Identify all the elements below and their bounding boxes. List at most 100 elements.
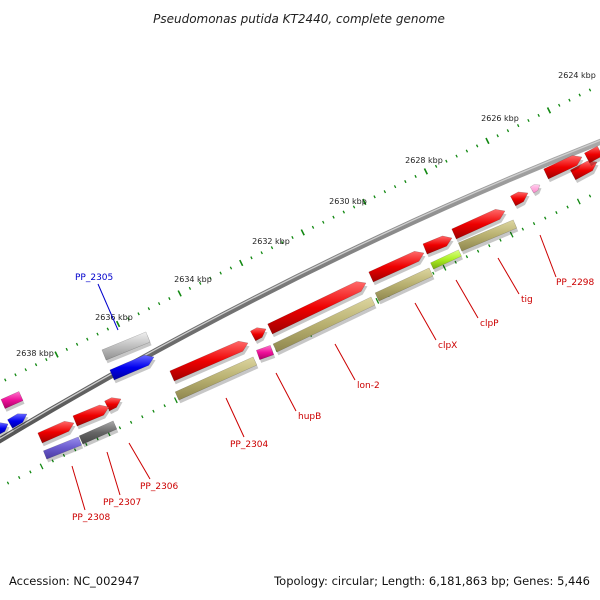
gene-feature-PP_2308[interactable] [37, 420, 76, 447]
tick-mark [566, 205, 569, 209]
label-leader-line [275, 372, 297, 412]
tick-mark [168, 296, 171, 301]
tick-mark [578, 93, 581, 97]
gene-feature-PP_2307[interactable] [72, 404, 111, 430]
tick-mark [532, 222, 536, 226]
tick-mark [383, 190, 387, 194]
tick-mark [393, 185, 397, 189]
kbp-tick-label: 2630 kbp [329, 197, 367, 206]
gene-feature-rna[interactable] [529, 184, 542, 197]
tick-mark [118, 426, 122, 430]
tick-mark [14, 373, 17, 377]
tick-mark [516, 124, 520, 128]
tick-mark [352, 205, 356, 209]
kbp-tick-label: 2638 kbp [16, 349, 54, 358]
tick-mark [115, 320, 121, 328]
gene-label-PP_2308[interactable]: PP_2308 [72, 513, 111, 523]
kbp-tick-label: 2636 kbp [95, 313, 133, 322]
tick-mark [506, 129, 510, 133]
gene-label-clpX[interactable]: clpX [438, 341, 457, 351]
tick-mark [537, 113, 540, 117]
tick-mark [177, 290, 182, 297]
gene-feature-small[interactable] [510, 191, 530, 210]
tick-mark [152, 409, 155, 413]
cog-feature[interactable] [374, 267, 435, 305]
tick-mark [6, 481, 10, 485]
cog-feature[interactable] [43, 436, 84, 463]
tick-mark [54, 351, 59, 358]
gene-feature-PP_2305[interactable] [109, 354, 156, 384]
tick-mark [375, 297, 380, 304]
rna-feature-hupB[interactable] [255, 344, 276, 363]
label-leader-line [497, 257, 520, 295]
tick-mark [281, 241, 284, 245]
tick-mark [270, 246, 274, 250]
kbp-tick-label: 2624 kbp [558, 71, 596, 80]
gene-label-PP_2305[interactable]: PP_2305 [75, 273, 113, 283]
gene-label-PP_2306[interactable]: PP_2306 [140, 482, 179, 492]
label-leader-line [455, 279, 479, 319]
tick-mark [300, 229, 305, 236]
gene-feature-tig[interactable] [543, 155, 584, 183]
gene-label-tig[interactable]: tig [521, 295, 533, 305]
gene-label-clpP[interactable]: clpP [480, 319, 499, 329]
tick-mark [198, 281, 202, 285]
gene-feature-PP_2305[interactable] [101, 331, 152, 364]
kbp-tick-label: 2632 kbp [252, 237, 290, 246]
tick-mark [209, 276, 212, 280]
tick-mark [576, 198, 581, 205]
tick-mark [157, 302, 161, 306]
label-leader-line [106, 451, 121, 496]
gene-feature-hupB[interactable] [250, 327, 268, 345]
gene-feature-clpX[interactable] [451, 209, 507, 243]
rna-feature[interactable] [0, 391, 25, 412]
tick-mark [127, 317, 130, 321]
label-leader-line [334, 343, 356, 381]
tick-mark [219, 271, 222, 275]
tick-mark [106, 327, 110, 331]
gene-feature-blue-left[interactable] [7, 413, 29, 432]
cog-feature[interactable] [174, 356, 259, 404]
tick-mark [188, 286, 192, 290]
kbp-tick-label: 2626 kbp [481, 114, 519, 123]
gene-label-PP_2304[interactable]: PP_2304 [230, 440, 269, 450]
tick-mark [137, 312, 140, 316]
tick-mark [546, 107, 552, 114]
tick-mark [129, 420, 133, 424]
tick-mark [373, 195, 376, 199]
tick-mark [29, 470, 32, 474]
tick-mark [434, 164, 438, 168]
gene-feature-PP_2298[interactable] [570, 160, 599, 184]
gene-feature-lon-2[interactable] [368, 251, 426, 286]
cog-feature[interactable] [272, 296, 377, 356]
cog-feature[interactable] [457, 219, 519, 255]
tick-mark [332, 215, 335, 219]
tick-mark [485, 137, 490, 145]
cog-feature[interactable] [430, 249, 463, 273]
tick-mark [75, 342, 79, 346]
tick-mark [229, 266, 233, 270]
tick-mark [96, 437, 99, 441]
tick-mark [476, 249, 480, 253]
tick-mark [250, 256, 253, 260]
gene-label-PP_2307[interactable]: PP_2307 [103, 498, 141, 508]
gene-label-lon-2[interactable]: lon-2 [357, 381, 380, 391]
tick-mark [24, 368, 27, 372]
gene-feature-blue-left[interactable] [0, 422, 10, 438]
cog-feature[interactable] [78, 420, 119, 448]
tick-mark [173, 397, 178, 404]
gene-label-hupB[interactable]: hupB [298, 412, 321, 422]
label-leader-line [539, 234, 557, 278]
gene-feature-lon-2[interactable] [267, 281, 368, 338]
tick-mark [488, 244, 491, 248]
gene-feature-clpP[interactable] [422, 235, 454, 258]
tick-mark [496, 134, 499, 138]
gene-feature-PP_2304[interactable] [169, 340, 250, 385]
label-leader-line [71, 465, 86, 511]
gene-label-PP_2298[interactable]: PP_2298 [556, 278, 595, 288]
gene-feature-PP_2306[interactable] [104, 397, 123, 415]
tick-mark [86, 337, 89, 341]
gene-feature-PP_2298[interactable] [584, 145, 600, 167]
